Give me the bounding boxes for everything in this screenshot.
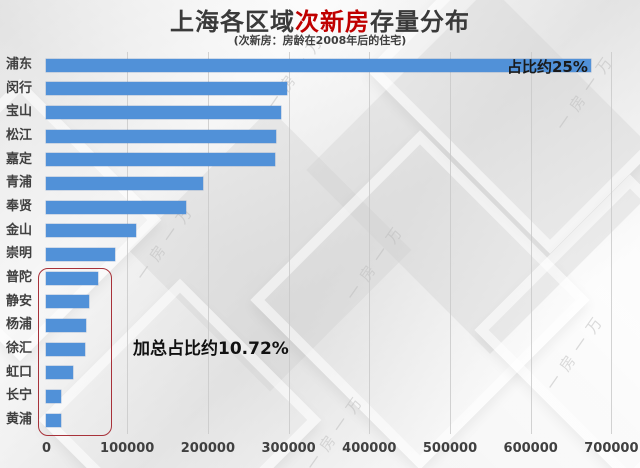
bar [46,200,187,214]
bar [46,129,276,143]
x-tick-label: 500000 [422,441,478,456]
category-label: 普陀 [6,270,33,286]
bar [46,318,86,332]
group-share-annotation: 加总占比约10.72% [133,339,289,359]
category-label: 浦东 [6,57,33,72]
x-tick-label: 0 [41,441,52,456]
chart-subtitle: (次新房：房龄在2008年后的住宅) [233,34,407,47]
category-label: 虹口 [6,364,33,380]
gridline [530,52,532,434]
bar [46,247,116,261]
gridline [207,52,209,434]
gridline [369,52,371,434]
category-label: 金山 [6,222,33,238]
gridline [611,52,613,434]
bar [46,271,99,285]
pudong-share-annotation: 占比约25% [507,58,588,76]
bar [46,153,276,167]
bar [46,82,288,96]
category-label: 崇明 [6,246,33,262]
x-tick-label: 400000 [342,441,397,456]
category-label: 宝山 [6,104,33,120]
category-label: 黄浦 [6,412,33,428]
category-label: 静安 [6,293,33,309]
title-part1: 上海各区域 [170,8,295,36]
bar [46,342,85,356]
x-tick-label: 200000 [180,441,236,456]
x-tick-label: 600000 [503,441,558,456]
title-part2: 存量分布 [370,8,470,36]
highlight-box [38,268,112,436]
gridline [450,52,451,434]
gridline [127,52,129,434]
bar [46,413,61,427]
bar [46,295,89,309]
x-tick-label: 100000 [100,441,155,456]
gridline [288,52,290,434]
category-label: 青浦 [6,175,33,191]
category-label: 徐汇 [6,341,33,357]
category-label: 长宁 [6,388,33,404]
title-highlight: 次新房 [295,8,370,36]
chart-title: 上海各区域次新房存量分布 [0,2,640,37]
category-label: 嘉定 [6,151,33,167]
bar [46,224,137,238]
bar [46,366,74,380]
category-label: 闵行 [6,80,33,96]
bar [46,58,591,72]
bar [46,176,204,190]
category-label: 松江 [6,128,33,143]
bar [46,105,281,119]
category-label: 杨浦 [6,317,33,333]
bar [46,389,62,403]
x-tick-label: 700000 [584,441,639,456]
x-tick-label: 300000 [261,441,316,456]
category-label: 奉贤 [6,199,33,215]
